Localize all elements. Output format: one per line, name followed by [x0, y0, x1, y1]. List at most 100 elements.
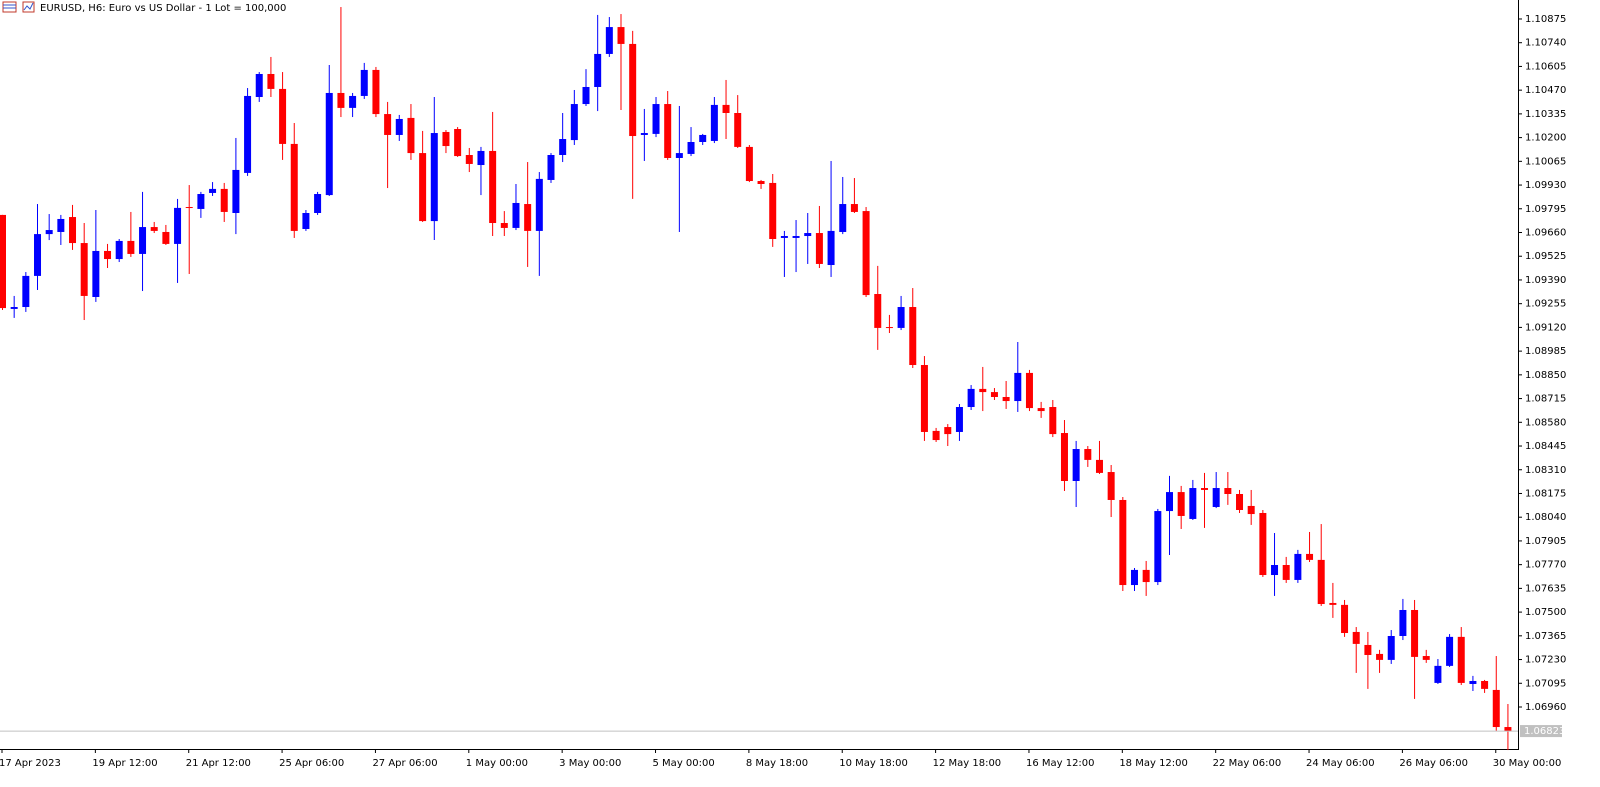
y-tick-label: 1.08715: [1525, 394, 1566, 405]
candle-body: [92, 250, 100, 297]
candle-body: [1072, 449, 1080, 481]
candle-body: [559, 139, 567, 156]
y-tick-label: 1.08985: [1525, 346, 1566, 357]
y-tick-label: 1.08580: [1525, 417, 1566, 428]
candle-body: [582, 86, 590, 105]
candle-body: [640, 133, 648, 135]
y-tick-label: 1.07095: [1525, 678, 1566, 689]
candle-body: [1364, 644, 1372, 655]
candle-body: [629, 43, 637, 137]
candle-body: [1271, 565, 1279, 576]
candle-body: [500, 223, 508, 228]
y-tick-label: 1.07500: [1525, 607, 1566, 618]
y-tick-label: 1.08850: [1525, 370, 1566, 381]
x-tick-label: 3 May 00:00: [559, 758, 621, 769]
candle-body: [360, 69, 368, 96]
candle-body: [1376, 653, 1384, 660]
x-tick-label: 21 Apr 12:00: [186, 758, 251, 769]
candle-body: [419, 153, 427, 222]
candle-body: [1504, 727, 1512, 732]
y-tick-label: 1.09390: [1525, 275, 1566, 286]
y-tick-label: 1.10200: [1525, 133, 1566, 144]
chart-title: EURUSD, H6: Euro vs US Dollar - 1 Lot = …: [40, 3, 286, 14]
y-tick-label: 1.09660: [1525, 228, 1566, 239]
candle-body: [1259, 512, 1267, 576]
candle-body: [1166, 492, 1173, 512]
candle-body: [384, 114, 392, 135]
candle-body: [955, 407, 963, 432]
candle-body: [337, 92, 345, 108]
y-tick-label: 1.09795: [1525, 204, 1566, 215]
candle-body: [839, 204, 847, 232]
y-tick-label: 1.07635: [1525, 583, 1566, 594]
candle-body: [885, 327, 893, 329]
candle-body: [1282, 565, 1290, 580]
y-tick-label: 1.07365: [1525, 631, 1566, 642]
y-tick-label: 1.10875: [1525, 14, 1566, 25]
candle-body: [1294, 553, 1302, 580]
candle-body: [1095, 459, 1103, 473]
candle-body: [944, 427, 952, 435]
candle-body: [815, 233, 823, 264]
candle-body: [1481, 680, 1489, 689]
candle-body: [232, 169, 240, 213]
x-tick-label: 19 Apr 12:00: [92, 758, 157, 769]
y-tick-label: 1.09120: [1525, 322, 1566, 333]
candle-body: [909, 307, 917, 366]
candle-body: [1014, 372, 1022, 402]
candle-body: [174, 207, 182, 244]
candle-body: [1469, 680, 1477, 684]
candle-body: [710, 104, 718, 141]
y-tick-label: 1.08040: [1525, 512, 1566, 523]
x-tick-label: 25 Apr 06:00: [279, 758, 344, 769]
candle-body: [862, 211, 870, 296]
candle-body: [22, 275, 30, 308]
candle-body: [1107, 472, 1115, 500]
candle-body: [45, 230, 53, 235]
candle-body: [722, 104, 730, 114]
candle-body: [395, 118, 403, 135]
candle-body: [302, 212, 310, 229]
candle-body: [10, 307, 18, 309]
candle-body: [139, 227, 147, 254]
candle-body: [547, 155, 555, 180]
candle-body: [162, 231, 170, 244]
x-tick-label: 26 May 06:00: [1399, 758, 1468, 769]
icon: [23, 2, 34, 11]
candle-body: [1025, 372, 1033, 409]
candle-body: [80, 243, 88, 296]
y-tick-label: 1.10065: [1525, 156, 1566, 167]
y-tick-label: 1.10605: [1525, 61, 1566, 72]
candle-body: [1201, 488, 1209, 490]
candle-body: [850, 204, 858, 212]
candle-body: [804, 233, 812, 237]
candle-body: [255, 73, 263, 98]
x-tick-label: 30 May 00:00: [1493, 758, 1562, 769]
x-tick-label: 16 May 12:00: [1026, 758, 1095, 769]
candle-body: [69, 217, 77, 244]
candle-body: [769, 182, 777, 240]
candle-body: [489, 150, 497, 224]
icon: [2, 1, 17, 13]
candle-body: [127, 240, 135, 254]
candle-body: [745, 146, 753, 182]
candle-body: [1457, 636, 1465, 683]
candle-body: [1411, 609, 1419, 657]
candle-body: [1399, 609, 1407, 636]
candle-body: [34, 234, 42, 276]
x-tick-label: 17 Apr 2023: [0, 758, 61, 769]
candle-body: [115, 240, 123, 260]
candle-body: [197, 194, 205, 209]
y-tick-label: 1.08310: [1525, 465, 1566, 476]
candle-body: [664, 104, 672, 158]
candle-body: [675, 153, 683, 158]
candle-body: [1492, 689, 1500, 728]
y-tick-label: 1.09255: [1525, 299, 1566, 310]
y-tick-label: 1.10740: [1525, 38, 1566, 49]
candle-body: [57, 218, 65, 232]
candle-body: [1037, 408, 1045, 412]
last-price-label: 1.06823: [1524, 726, 1565, 737]
candle-body: [185, 207, 193, 209]
candle-body: [1119, 499, 1127, 586]
candle-body: [1154, 511, 1162, 583]
